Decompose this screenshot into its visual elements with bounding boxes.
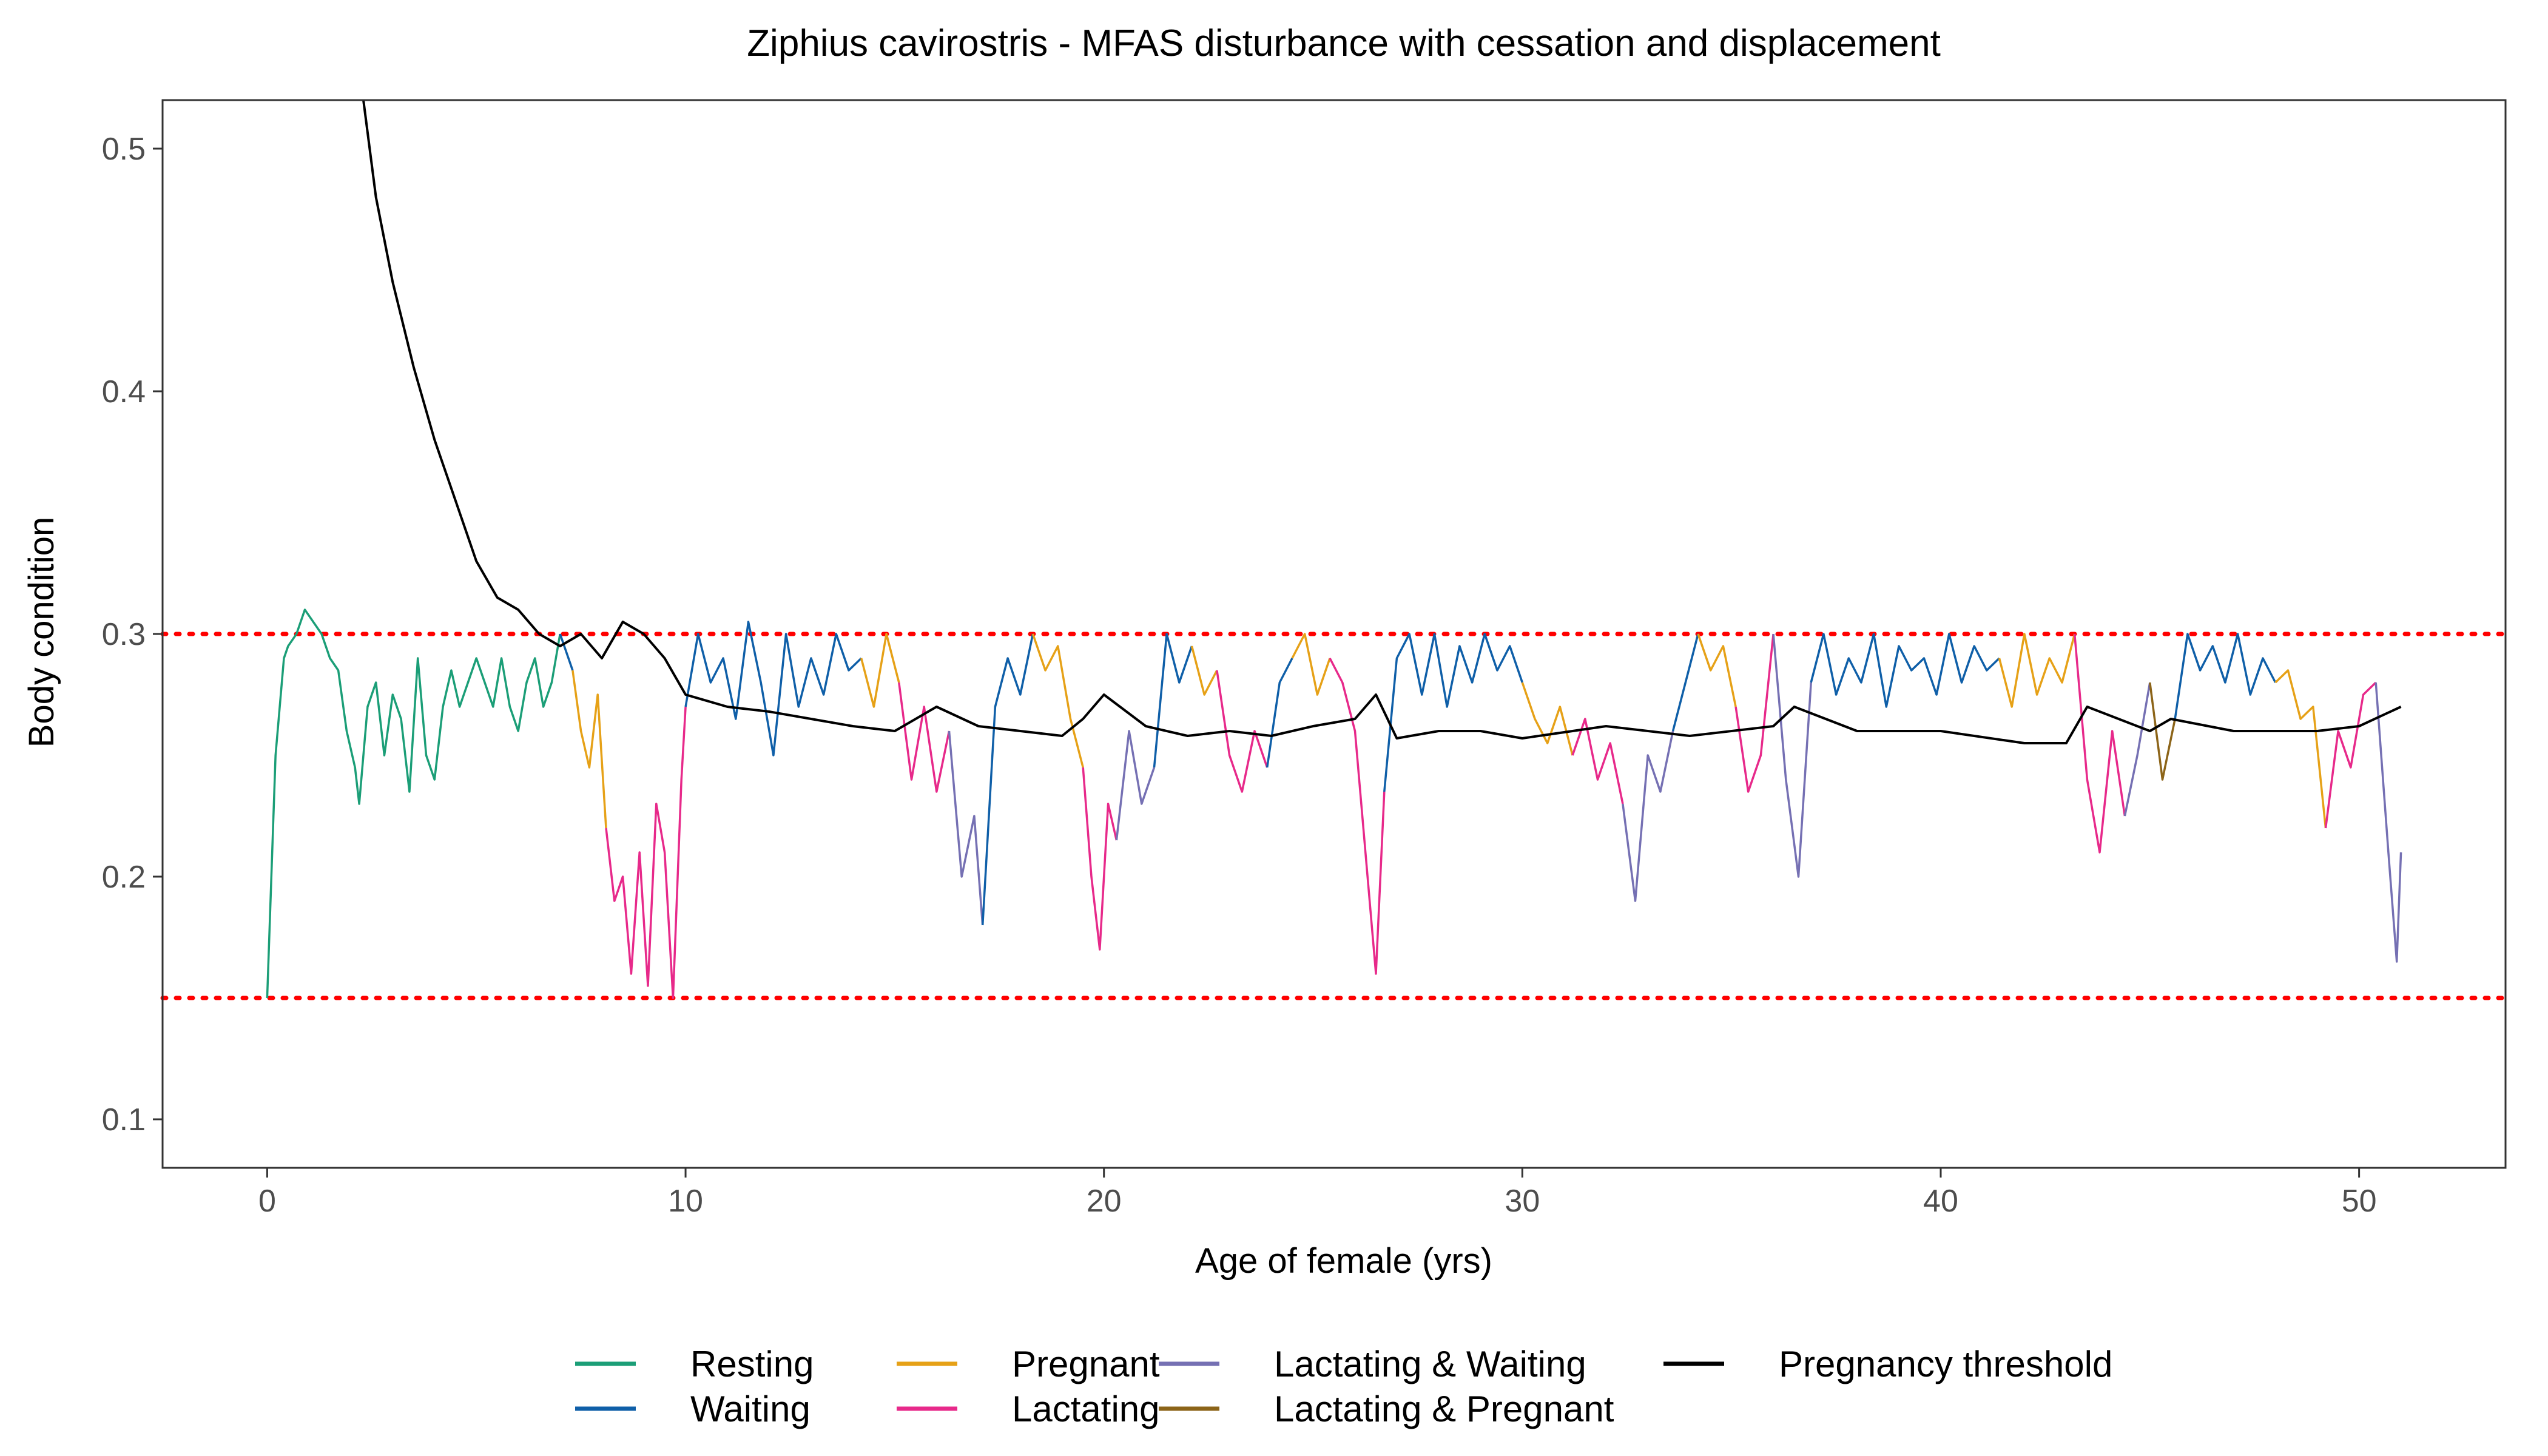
legend-label-resting: Resting bbox=[690, 1344, 814, 1384]
legend-label-waiting: Waiting bbox=[690, 1389, 811, 1429]
y-tick-label-3: 0.4 bbox=[102, 374, 146, 410]
legend-label-pregnancy-threshold: Pregnancy threshold bbox=[1779, 1344, 2112, 1384]
x-axis-title: Age of female (yrs) bbox=[1195, 1241, 1492, 1281]
reference-lines bbox=[160, 632, 2508, 1000]
series-pregnant-27 bbox=[1998, 633, 2076, 708]
series-lactating-6 bbox=[898, 682, 951, 793]
series-waiting-18 bbox=[1383, 633, 1523, 792]
series-waiting-26 bbox=[1810, 633, 2000, 708]
series-lactating-28 bbox=[2073, 633, 2126, 854]
x-tick-label-5: 50 bbox=[2342, 1184, 2377, 1219]
series-pregnant-13 bbox=[1190, 645, 1218, 696]
x-tick-label-1: 10 bbox=[668, 1184, 703, 1219]
series-lactating-and-waiting-25 bbox=[1772, 633, 1812, 878]
x-axis: 0 10 20 30 40 50 bbox=[258, 1168, 2377, 1219]
series-lactating-14 bbox=[1216, 670, 1269, 793]
legend-label-lactating-and-pregnant: Lactating & Pregnant bbox=[1274, 1389, 1614, 1429]
plot-area bbox=[160, 99, 2508, 1169]
x-tick-label-0: 0 bbox=[258, 1184, 276, 1219]
series-lactating-24 bbox=[1734, 633, 1774, 793]
series-lactating-33 bbox=[2324, 681, 2377, 829]
series-pregnant-19 bbox=[1521, 682, 1574, 756]
chart-title: Ziphius cavirostris - MFAS disturbance w… bbox=[747, 22, 1941, 64]
series-pregnant-5 bbox=[860, 633, 900, 708]
series-pregnant-9 bbox=[1031, 633, 1084, 768]
series-waiting-4 bbox=[684, 621, 862, 757]
legend-label-lactating: Lactating bbox=[1012, 1389, 1160, 1429]
y-tick-label-4: 0.5 bbox=[102, 132, 146, 167]
series-pregnant-23 bbox=[1697, 633, 1737, 707]
series-pregnant-32 bbox=[2274, 669, 2327, 829]
series-lactating-and-waiting-11 bbox=[1115, 730, 1156, 841]
x-tick-label-4: 40 bbox=[1923, 1184, 1958, 1219]
series-lactating-3 bbox=[605, 706, 687, 999]
legend: Resting Waiting Pregnant Lactating Lactating… bbox=[575, 1344, 2112, 1429]
series-pregnancy-threshold bbox=[362, 100, 2402, 744]
series-lactating-and-waiting-29 bbox=[2123, 682, 2151, 817]
series-layer bbox=[266, 100, 2402, 999]
x-tick-label-3: 30 bbox=[1505, 1184, 1540, 1219]
series-pregnant-2 bbox=[571, 670, 607, 829]
y-axis-title: Body condition bbox=[22, 517, 61, 747]
series-resting-0 bbox=[266, 608, 561, 999]
series-pregnant-16 bbox=[1291, 633, 1331, 696]
series-waiting-12 bbox=[1153, 633, 1193, 768]
series-lactating-17 bbox=[1329, 658, 1386, 975]
series-waiting-8 bbox=[981, 633, 1034, 926]
series-lactating-10 bbox=[1082, 767, 1118, 951]
series-waiting-15 bbox=[1266, 658, 1293, 768]
x-tick-label-2: 20 bbox=[1087, 1184, 1122, 1219]
y-tick-label-2: 0.3 bbox=[102, 617, 146, 652]
series-lactating-and-waiting-21 bbox=[1622, 730, 1674, 902]
y-tick-label-1: 0.2 bbox=[102, 860, 146, 895]
series-waiting-22 bbox=[1671, 633, 1699, 732]
legend-label-lactating-and-waiting: Lactating & Waiting bbox=[1274, 1344, 1586, 1384]
series-lactating-and-waiting-7 bbox=[948, 730, 984, 926]
y-axis: 0.1 0.2 0.3 0.4 0.5 bbox=[102, 132, 163, 1138]
series-lactating-and-waiting-34 bbox=[2374, 682, 2402, 963]
legend-label-pregnant: Pregnant bbox=[1012, 1344, 1160, 1384]
series-waiting-31 bbox=[2174, 633, 2277, 720]
y-tick-label-0: 0.1 bbox=[102, 1102, 146, 1138]
series-waiting-1 bbox=[559, 633, 574, 671]
series-lactating-and-pregnant-30 bbox=[2149, 682, 2176, 781]
